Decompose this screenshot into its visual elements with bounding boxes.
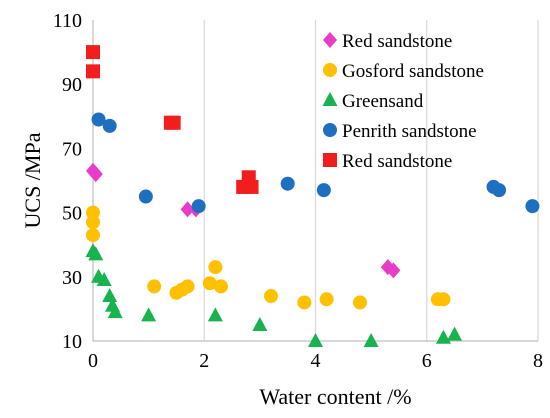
- legend-entry-3: Penrith sandstone: [323, 121, 477, 142]
- legend-marker-3: [323, 123, 337, 137]
- data-point-s1-6: [180, 279, 195, 294]
- y-tick-label-10: 10: [62, 331, 82, 353]
- data-point-s3-5: [316, 183, 331, 198]
- x-axis-title: Water content /%: [259, 384, 411, 409]
- data-point-s3-7: [492, 183, 507, 198]
- tick-labels: 0 2 4 6 8 10 30 50 70 90 110: [53, 10, 543, 372]
- data-point-s1-12: [319, 292, 334, 307]
- data-point-s3-2: [138, 189, 153, 204]
- legend-label-3: Penrith sandstone: [342, 121, 477, 142]
- data-point-s4-6: [244, 179, 259, 194]
- data-point-s4-3: [166, 115, 181, 130]
- data-point-s1-13: [353, 295, 367, 310]
- legend-entry-0: Red sandstone: [323, 31, 452, 52]
- legend-marker-1: [323, 63, 337, 77]
- y-tick-label-70: 70: [62, 138, 82, 160]
- data-point-s2-1: [88, 246, 104, 261]
- data-point-s4-1: [86, 64, 100, 79]
- data-point-s2-13: [447, 326, 463, 341]
- x-tick-label-8: 8: [533, 350, 543, 372]
- legend-marker-2: [322, 92, 338, 106]
- legend-marker-0: [323, 32, 337, 48]
- legend-entry-2: Greensand: [322, 91, 424, 112]
- x-tick-label-2: 2: [199, 350, 209, 372]
- data-point-s2-9: [252, 316, 268, 331]
- data-point-s1-1: [86, 215, 100, 230]
- series-4: [86, 45, 259, 194]
- data-point-s1-15: [436, 292, 451, 307]
- x-tick-label-6: 6: [422, 350, 432, 372]
- data-point-s1-0: [86, 205, 100, 220]
- data-point-s3-4: [280, 176, 295, 191]
- y-tick-label-110: 110: [53, 10, 82, 32]
- y-axis-title: UCS /MPa: [20, 132, 45, 228]
- data-point-s1-3: [147, 279, 162, 294]
- legend-entry-4: Red sandstone: [323, 151, 452, 172]
- data-point-s0-2: [180, 201, 195, 218]
- legend-entry-1: Gosford sandstone: [323, 61, 484, 82]
- data-point-s1-11: [297, 295, 312, 310]
- legend-marker-4: [323, 153, 337, 167]
- data-point-s2-3: [96, 272, 112, 287]
- legend-label-0: Red sandstone: [342, 31, 452, 52]
- data-point-s1-9: [213, 279, 228, 294]
- series-2: [85, 243, 463, 347]
- legend-label-1: Gosford sandstone: [342, 61, 484, 82]
- grid-lines: [203, 20, 539, 341]
- data-point-s0-1: [88, 166, 103, 183]
- legend-label-2: Greensand: [342, 91, 424, 112]
- data-point-s2-11: [363, 333, 379, 347]
- data-points: [85, 45, 540, 347]
- x-tick-label-0: 0: [88, 350, 98, 372]
- data-point-s1-10: [264, 289, 278, 304]
- data-point-s2-4: [102, 288, 118, 303]
- data-point-s1-7: [202, 276, 217, 291]
- data-point-s3-8: [525, 199, 540, 214]
- data-point-s0-5: [386, 262, 401, 279]
- data-point-s3-1: [102, 118, 117, 133]
- data-point-s1-2: [86, 228, 100, 243]
- y-tick-label-90: 90: [62, 74, 82, 96]
- legend-label-4: Red sandstone: [342, 151, 452, 172]
- data-point-s4-0: [86, 45, 100, 60]
- data-point-s2-8: [207, 307, 223, 322]
- x-tick-label-4: 4: [311, 350, 321, 372]
- series-1: [86, 205, 451, 310]
- data-point-s3-3: [191, 199, 206, 214]
- series-3: [91, 112, 540, 214]
- data-point-s2-6: [107, 304, 123, 319]
- data-point-s3-0: [91, 112, 106, 127]
- data-point-s1-8: [208, 260, 223, 275]
- legend: Red sandstone Gosford sandstone Greensand P…: [322, 31, 484, 172]
- data-point-s2-12: [435, 329, 451, 344]
- y-tick-label-30: 30: [62, 267, 82, 289]
- data-point-s2-7: [141, 307, 157, 322]
- y-tick-label-50: 50: [62, 203, 82, 225]
- data-point-s2-10: [308, 333, 323, 347]
